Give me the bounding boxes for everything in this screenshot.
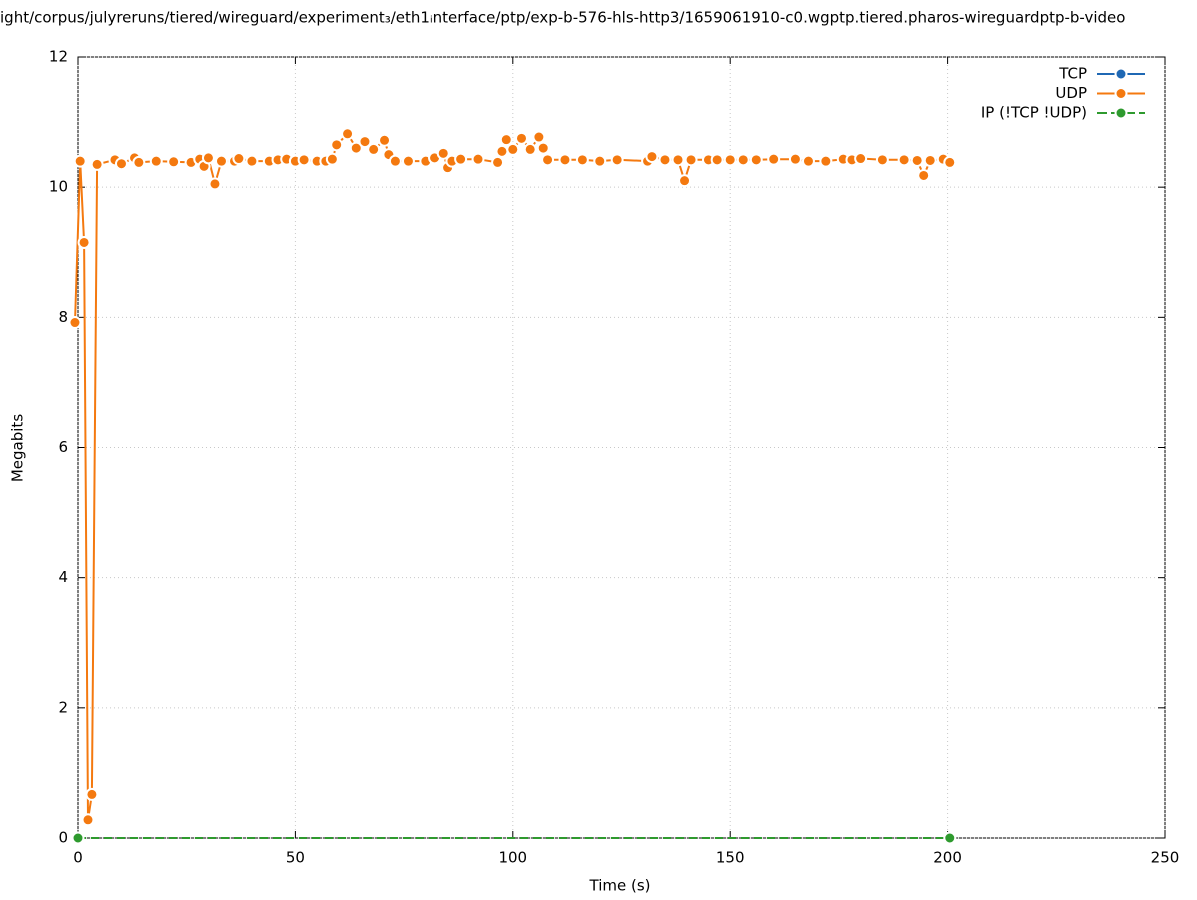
data-point: [297, 153, 311, 167]
data-point: [349, 141, 363, 155]
data-point: [491, 155, 505, 169]
data-point: [388, 154, 402, 168]
legend-label: IP (!TCP !UDP): [981, 104, 1087, 122]
data-point: [854, 152, 868, 166]
data-point: [90, 157, 104, 171]
data-point: [499, 133, 513, 147]
data-point: [132, 155, 146, 169]
data-point: [875, 153, 889, 167]
data-point: [114, 157, 128, 171]
data-point: [330, 138, 344, 152]
data-point: [325, 152, 339, 166]
data-point: [367, 142, 381, 156]
data-point: [558, 153, 572, 167]
legend-label: UDP: [1055, 84, 1087, 102]
data-point: [723, 153, 737, 167]
x-tick-label: 150: [716, 849, 745, 867]
data-point: [917, 168, 931, 182]
y-tick-label: 4: [58, 568, 68, 586]
data-point: [943, 831, 957, 845]
data-point: [378, 133, 392, 147]
y-tick-label: 8: [58, 308, 68, 326]
data-point: [943, 155, 957, 169]
y-tick-label: 0: [58, 829, 68, 847]
data-point: [910, 153, 924, 167]
plot-frame: [77, 56, 1166, 839]
y-tick-label: 2: [58, 698, 68, 716]
data-point: [819, 154, 833, 168]
x-tick-label: 50: [286, 849, 305, 867]
data-point: [532, 130, 546, 144]
data-point: [149, 154, 163, 168]
data-point: [167, 155, 181, 169]
legend-marker: [1114, 87, 1128, 100]
data-point: [401, 154, 415, 168]
data-point: [801, 154, 815, 168]
data-point: [684, 153, 698, 167]
data-point: [358, 135, 372, 149]
data-point: [541, 153, 555, 167]
x-tick-label: 0: [73, 849, 83, 867]
data-point: [923, 153, 937, 167]
data-point: [214, 154, 228, 168]
legend-marker: [1114, 106, 1128, 120]
y-axis-label: Megabits: [9, 414, 27, 482]
data-point: [341, 127, 355, 141]
data-point: [610, 153, 624, 167]
data-point: [245, 154, 259, 168]
data-point: [523, 142, 537, 156]
data-point: [897, 153, 911, 167]
data-point: [71, 831, 85, 845]
legend-marker: [1114, 67, 1128, 81]
chart-title: ight/corpus/julyreruns/tiered/wireguard/…: [0, 9, 1125, 27]
legend-label: TCP: [1058, 65, 1087, 83]
data-point: [575, 153, 589, 167]
y-tick-label: 6: [58, 438, 68, 456]
data-point: [671, 153, 685, 167]
data-point: [201, 151, 215, 165]
x-tick-label: 200: [933, 849, 962, 867]
data-point: [593, 154, 607, 168]
data-point: [710, 153, 724, 167]
data-point: [68, 316, 82, 330]
data-point: [77, 235, 91, 249]
data-point: [85, 787, 99, 801]
data-point: [506, 142, 520, 156]
x-tick-label: 250: [1151, 849, 1180, 867]
data-point: [514, 131, 528, 145]
data-point: [495, 144, 509, 158]
data-point: [767, 152, 781, 166]
data-point: [658, 153, 672, 167]
data-point: [788, 152, 802, 166]
x-axis-label: Time (s): [589, 877, 651, 895]
data-point: [232, 152, 246, 166]
data-point: [471, 152, 485, 166]
data-point: [536, 141, 550, 155]
y-tick-label: 10: [49, 178, 68, 196]
data-point: [645, 150, 659, 164]
data-point: [454, 152, 468, 166]
data-point: [736, 153, 750, 167]
data-point: [81, 813, 95, 827]
data-point: [678, 174, 692, 188]
series-line: [74, 132, 951, 820]
data-point: [749, 153, 763, 167]
data-point: [73, 154, 87, 168]
data-point: [208, 177, 222, 191]
x-tick-label: 100: [498, 849, 527, 867]
data-point: [436, 146, 450, 160]
y-tick-label: 12: [49, 48, 68, 66]
